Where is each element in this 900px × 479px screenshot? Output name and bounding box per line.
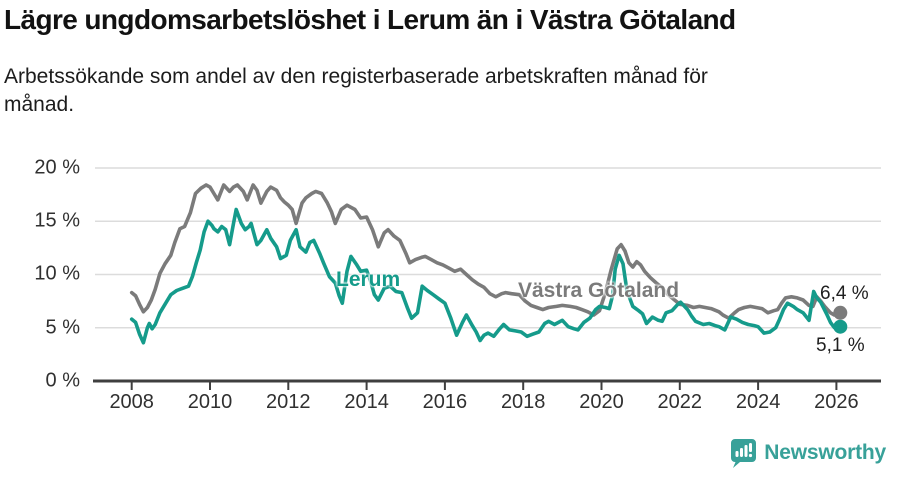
newsworthy-chart-bubble-icon	[731, 439, 757, 468]
line-lerum	[129, 207, 843, 345]
x-tick-label-2014: 2014	[344, 391, 389, 413]
x-tick-label-2016: 2016	[422, 391, 468, 413]
newsworthy-wordmark: Newsworthy	[764, 441, 886, 464]
y-tick-label-20: 20 %	[34, 156, 80, 179]
end-value-label-lerum: 5,1 %	[816, 335, 865, 356]
x-tick-label-2012: 2012	[266, 391, 311, 413]
end-value-label-vastra-gotaland: 6,4 %	[820, 283, 869, 304]
y-tick-label-0: 0 %	[45, 369, 80, 392]
series-label-vastra-gotaland: Västra Götaland	[518, 279, 680, 302]
x-tick-label-2020: 2020	[579, 391, 624, 413]
subtitle-line-1: Arbetssökande som andel av den registerb…	[4, 65, 708, 88]
x-tick-label-2010: 2010	[187, 391, 233, 413]
series-label-lerum: Lerum	[336, 268, 401, 291]
page-title: Lägre ungdomsarbetslöshet i Lerum än i V…	[4, 4, 736, 35]
x-tick-label-2024: 2024	[735, 391, 781, 413]
line-v-stra-g-taland	[129, 183, 843, 321]
y-tick-label-10: 10 %	[34, 262, 80, 285]
y-tick-label-15: 15 %	[34, 209, 80, 232]
chart-subtitle: Arbetssökande som andel av den registerb…	[4, 63, 864, 119]
x-tick-label-2008: 2008	[109, 391, 154, 413]
newsworthy-logo: Newsworthy	[730, 438, 886, 468]
end-dot-v-stra-g-taland	[833, 305, 848, 320]
y-tick-label-5: 5 %	[45, 316, 80, 339]
x-tick-label-2026: 2026	[814, 391, 859, 413]
subtitle-line-2: månad.	[4, 93, 75, 116]
end-dot-lerum	[833, 319, 848, 334]
x-tick-label-2018: 2018	[500, 391, 546, 413]
x-tick-label-2022: 2022	[657, 391, 703, 413]
